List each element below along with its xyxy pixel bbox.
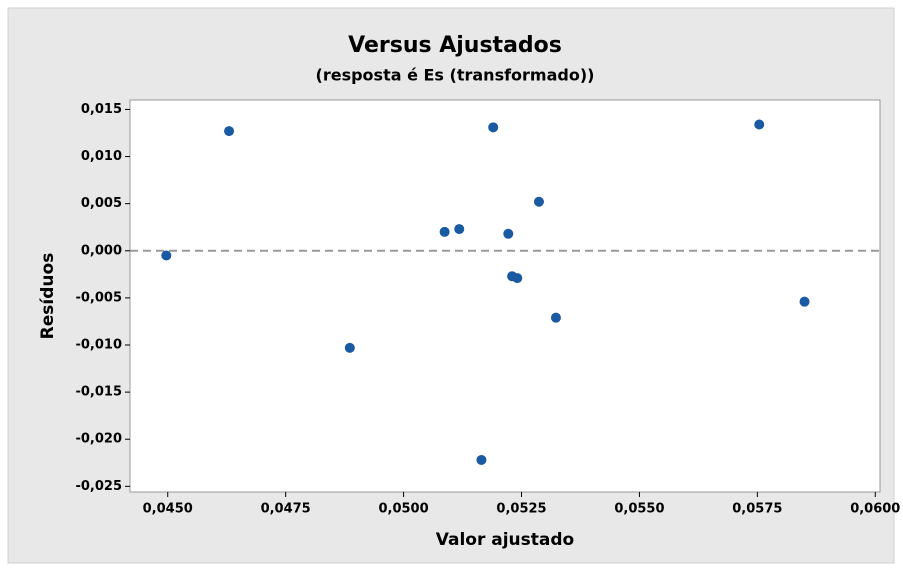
x-axis-label: Valor ajustado xyxy=(436,530,574,550)
point xyxy=(550,312,561,323)
y-tick-label: 0,015 xyxy=(81,102,122,117)
x-tick-label: 0,0450 xyxy=(143,502,193,517)
chart-subtitle: (resposta é Es (transformado)) xyxy=(316,66,595,85)
point xyxy=(488,122,499,133)
point xyxy=(161,250,172,261)
y-tick-label: -0,005 xyxy=(75,290,122,305)
x-tick-label: 0,0600 xyxy=(850,502,900,517)
y-tick-label: 0,000 xyxy=(81,243,122,258)
point xyxy=(224,126,235,137)
plot-area xyxy=(129,99,881,493)
point xyxy=(454,224,465,235)
y-tick-label: 0,005 xyxy=(81,196,122,211)
x-tick-label: 0,0525 xyxy=(496,502,546,517)
y-tick-label: -0,025 xyxy=(75,479,122,494)
y-tick-label: -0,010 xyxy=(75,338,122,353)
x-tick-label: 0,0575 xyxy=(732,502,782,517)
y-tick-label: 0,010 xyxy=(81,149,122,164)
point xyxy=(512,273,523,284)
point xyxy=(799,296,810,307)
point xyxy=(503,228,514,239)
y-axis-label: Resíduos xyxy=(38,253,58,340)
point xyxy=(754,119,765,130)
y-tick-label: -0,020 xyxy=(75,432,122,447)
x-tick-label: 0,0475 xyxy=(261,502,311,517)
point xyxy=(476,454,487,465)
point xyxy=(344,342,355,353)
y-tick-label: -0,015 xyxy=(75,385,122,400)
x-tick-label: 0,0500 xyxy=(378,502,428,517)
point xyxy=(439,226,450,237)
chart-title: Versus Ajustados xyxy=(348,33,562,58)
point xyxy=(533,196,544,207)
x-tick-label: 0,0550 xyxy=(614,502,664,517)
